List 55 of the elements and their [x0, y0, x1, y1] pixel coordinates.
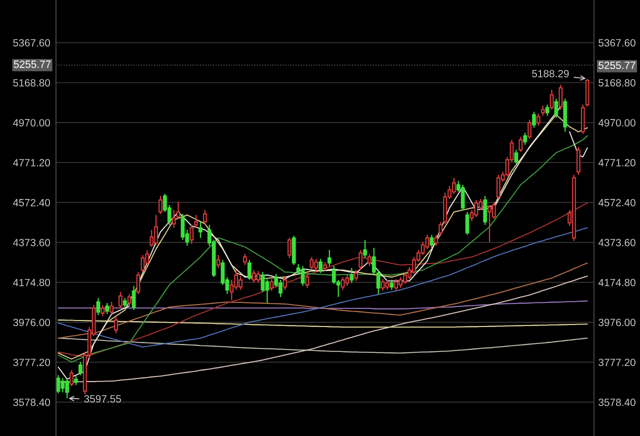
line-series	[58, 262, 588, 339]
annotation: 5188.29	[532, 70, 569, 78]
y2-tick-label: 4174.80	[598, 278, 636, 286]
line-series	[58, 227, 588, 348]
candlestick	[345, 274, 350, 286]
candlestick	[425, 234, 430, 250]
candlestick	[385, 279, 390, 290]
line-series	[58, 202, 588, 358]
candlestick	[140, 254, 145, 273]
y2-tick-label: 4572.40	[598, 198, 636, 206]
y-tick-label: 3578.40	[13, 398, 50, 406]
candlestick	[363, 239, 367, 259]
candlestick	[180, 213, 185, 240]
y2-tick-label: 5255.77	[598, 62, 636, 70]
y2-tick-label: 5168.80	[598, 79, 636, 86]
candlestick	[260, 271, 265, 292]
candlestick	[372, 247, 376, 275]
y-tick-label: 4970.00	[13, 119, 50, 126]
y-tick-label: 5367.60	[13, 39, 50, 47]
y-tick-label: 3976.00	[13, 318, 50, 326]
ref-line-label: 5255.77	[14, 60, 51, 68]
candlestick	[150, 229, 154, 248]
candlestick	[328, 249, 332, 267]
candlestick	[56, 374, 60, 394]
candlestick	[96, 297, 100, 316]
candlestick	[380, 278, 385, 292]
candlestick	[465, 211, 470, 236]
candlestick	[194, 214, 198, 228]
candlestick	[350, 267, 354, 284]
candlestick	[136, 271, 140, 295]
y2-tick-label: 3777.20	[598, 358, 636, 366]
y-tick-label: 5168.80	[13, 79, 50, 86]
y-tick-label: 4771.20	[13, 159, 50, 166]
y-tick-label: 4373.60	[13, 238, 50, 246]
candlestick	[376, 269, 380, 295]
y-tick-label: 4572.40	[13, 198, 50, 206]
candlestick	[305, 271, 310, 288]
candlestick	[554, 98, 558, 118]
y2-tick-label: 4373.60	[598, 238, 636, 246]
y2-tick-label: 4771.20	[598, 159, 636, 166]
y2-tick-label: 3976.00	[598, 318, 636, 326]
candlestick	[340, 276, 345, 290]
y2-tick-label: 4970.00	[598, 119, 636, 126]
candlestick	[265, 278, 270, 304]
candlestick	[550, 89, 554, 110]
candlestick	[300, 265, 305, 286]
candlestick	[198, 221, 202, 238]
candlestick	[216, 254, 220, 269]
y-tick-label: 4174.80	[13, 278, 50, 286]
annotation: 3597.55	[84, 395, 121, 402]
line-series	[58, 338, 588, 354]
candlestick	[430, 234, 434, 248]
y2-tick-label: 5367.60	[598, 39, 636, 47]
y2-tick-label: 3578.40	[598, 398, 636, 406]
y-tick-label: 3777.20	[13, 358, 50, 366]
